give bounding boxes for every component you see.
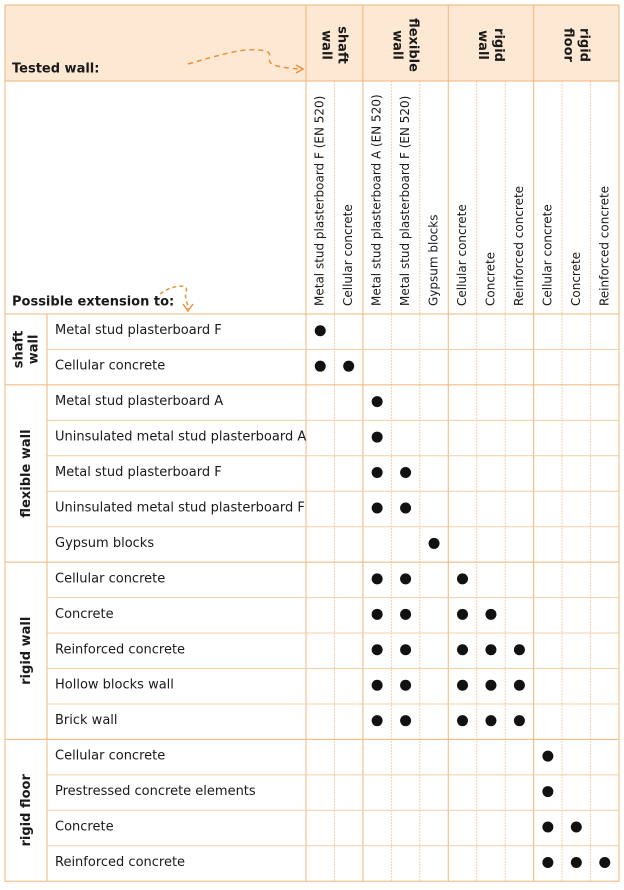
dot — [485, 608, 497, 620]
label-line: wall — [390, 30, 405, 60]
row-label: Cellular concrete — [55, 359, 165, 374]
dot — [371, 644, 383, 656]
column-label: Cellular concrete — [540, 204, 554, 306]
label-line: wall — [475, 30, 490, 60]
label-line: shaft — [335, 26, 350, 64]
row-label: Cellular concrete — [55, 749, 165, 764]
header-band — [5, 5, 619, 81]
dot — [513, 679, 525, 691]
column-label: Cellular concrete — [341, 204, 355, 306]
row-label: Reinforced concrete — [55, 855, 185, 870]
row-label: Metal stud plasterboard F — [55, 465, 222, 480]
label-line: wall — [26, 335, 41, 365]
dot — [400, 715, 412, 727]
column-label: Metal stud plasterboard A (EN 520) — [370, 94, 384, 306]
label-line: flexible — [406, 18, 421, 72]
column-label: Reinforced concrete — [512, 186, 526, 306]
dot — [542, 750, 554, 762]
dot — [485, 679, 497, 691]
dot — [513, 715, 525, 727]
row-label: Reinforced concrete — [55, 642, 185, 657]
dot — [457, 644, 468, 656]
dot — [371, 573, 383, 585]
column-group-label: flexiblewall — [390, 18, 421, 72]
column-label: Metal stud plasterboard F (EN 520) — [313, 96, 327, 306]
dot — [371, 679, 383, 691]
column-label: Concrete — [483, 252, 497, 306]
dot — [457, 608, 468, 620]
dot — [570, 856, 582, 868]
column-label: Concrete — [569, 252, 583, 306]
dot — [457, 573, 468, 585]
row-label: Uninsulated metal stud plasterboard F — [55, 500, 305, 515]
dot — [400, 467, 412, 479]
dot — [400, 679, 412, 691]
row-group-label: flexible wall — [19, 429, 34, 517]
arrowhead — [182, 303, 194, 313]
dot — [343, 360, 355, 372]
dot — [371, 467, 383, 479]
dot — [457, 679, 468, 691]
dot — [485, 715, 497, 727]
dot — [400, 608, 412, 620]
row-label: Concrete — [55, 820, 114, 835]
row-group-label: rigid floor — [19, 774, 34, 847]
dot — [400, 573, 412, 585]
arrow — [159, 285, 189, 310]
dot — [400, 502, 412, 514]
label-line: wall — [319, 30, 334, 60]
column-label: Metal stud plasterboard F (EN 520) — [398, 96, 412, 306]
row-label: Metal stud plasterboard A — [55, 394, 223, 409]
row-label: Prestressed concrete elements — [55, 784, 256, 799]
dot — [371, 502, 383, 514]
column-group-label: rigidfloor — [561, 28, 592, 63]
row-label: Brick wall — [55, 713, 118, 728]
dot — [314, 325, 326, 337]
column-group-label: rigidwall — [475, 28, 506, 62]
row-label: Concrete — [55, 607, 114, 622]
tested-wall-label: Tested wall: — [12, 62, 99, 77]
label-line: flexible wall — [19, 429, 34, 517]
row-group-label: shaftwall — [11, 331, 41, 369]
row-label: Uninsulated metal stud plasterboard A — [55, 430, 306, 445]
row-label: Hollow blocks wall — [55, 678, 174, 693]
dot — [513, 644, 525, 656]
arrow — [187, 48, 301, 70]
dot — [570, 821, 582, 833]
row-group-label: rigid wall — [19, 617, 34, 685]
column-label: Reinforced concrete — [597, 186, 611, 306]
dot — [371, 431, 383, 443]
column-label: Gypsum blocks — [427, 215, 441, 306]
label-line: rigid — [491, 28, 506, 62]
dot — [542, 786, 554, 798]
column-label: Cellular concrete — [455, 204, 469, 306]
dot — [542, 856, 554, 868]
label-line: floor — [561, 28, 576, 62]
possible-extension-label: Possible extension to: — [12, 295, 174, 310]
label-line: shaft — [11, 331, 26, 369]
label-line: rigid — [577, 28, 592, 62]
row-label: Metal stud plasterboard F — [55, 323, 222, 338]
dot — [485, 644, 497, 656]
dot — [400, 644, 412, 656]
dot — [371, 715, 383, 727]
row-label: Gypsum blocks — [55, 536, 154, 551]
dot — [371, 396, 383, 408]
dot — [542, 821, 554, 833]
label-line: rigid floor — [19, 774, 34, 847]
label-line: rigid wall — [19, 617, 34, 685]
dot — [457, 715, 468, 727]
dot — [314, 360, 326, 372]
dot — [371, 608, 383, 620]
column-group-label: shaftwall — [319, 26, 350, 64]
dot — [599, 856, 611, 868]
outer-border — [4, 4, 620, 882]
dot — [428, 537, 440, 549]
arrowhead — [295, 64, 305, 74]
row-label: Cellular concrete — [55, 571, 165, 586]
